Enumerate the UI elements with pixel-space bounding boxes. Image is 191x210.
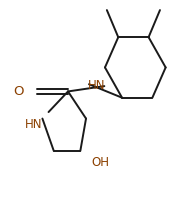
Text: HN: HN xyxy=(25,118,43,131)
Text: OH: OH xyxy=(91,156,109,169)
Text: HN: HN xyxy=(88,79,105,92)
Text: O: O xyxy=(13,85,24,98)
